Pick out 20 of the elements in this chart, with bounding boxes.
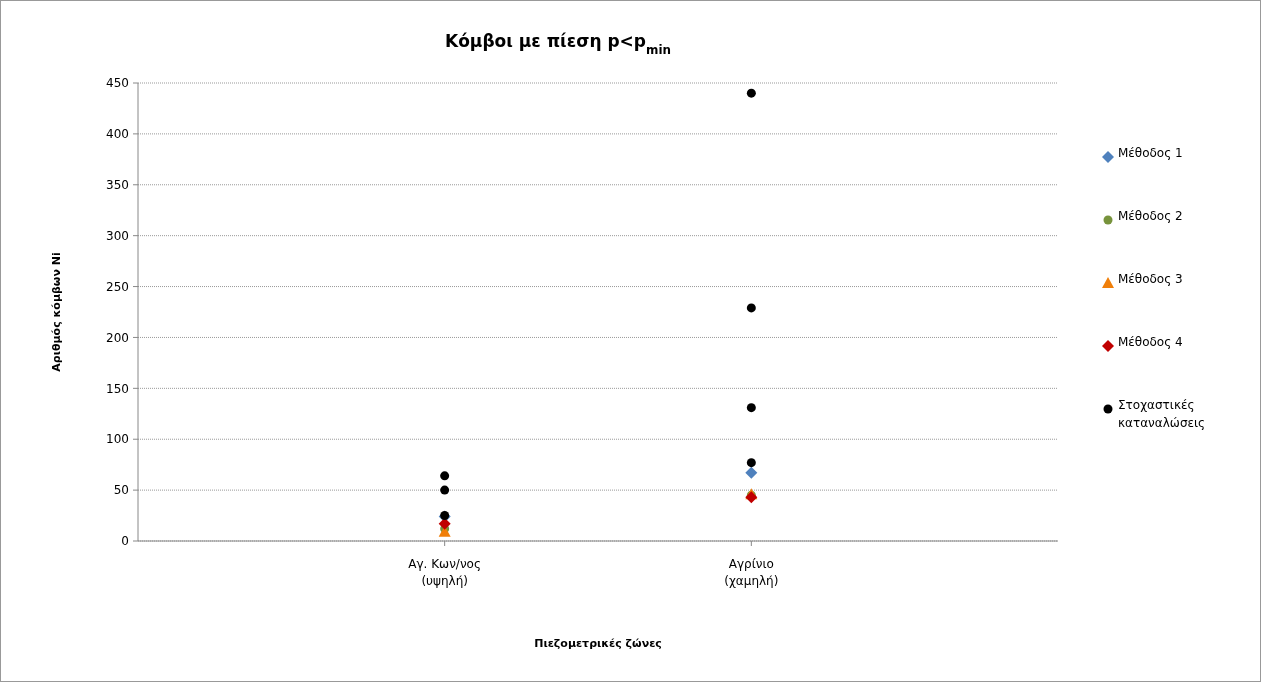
x-tick-label: Αγ. Κων/νος (υψηλή) bbox=[408, 557, 482, 588]
y-tick-label: 150 bbox=[106, 381, 129, 396]
y-tick-label: 200 bbox=[106, 330, 129, 345]
y-tick-label: 50 bbox=[113, 483, 129, 498]
y-tick-label: 0 bbox=[121, 534, 129, 549]
y-tick-label: 300 bbox=[106, 228, 129, 243]
legend-label: Μέθοδος 2 bbox=[1118, 209, 1183, 223]
y-tick-label: 250 bbox=[106, 279, 129, 294]
legend-label: Μέθοδος 4 bbox=[1118, 335, 1183, 349]
chart-title: Κόμβοι με πίεση p<p$_{min}$ bbox=[445, 31, 671, 57]
y-tick-label: 350 bbox=[106, 177, 129, 192]
y-tick-label: 100 bbox=[106, 432, 129, 447]
y-tick-label: 400 bbox=[106, 127, 129, 142]
y-tick-label: 450 bbox=[106, 76, 129, 91]
x-axis-title: Πιεζομετρικές ζώνες bbox=[534, 637, 662, 650]
legend-label: Μέθοδος 3 bbox=[1118, 272, 1183, 286]
x-tick-label: Αγρίνιο (χαμηλή) bbox=[724, 557, 779, 588]
y-axis-title: Αριθμός κόμβων Ni bbox=[50, 252, 63, 372]
legend-label: Στοχαστικές καταναλώσεις bbox=[1118, 398, 1206, 430]
legend-label: Μέθοδος 1 bbox=[1118, 146, 1183, 160]
